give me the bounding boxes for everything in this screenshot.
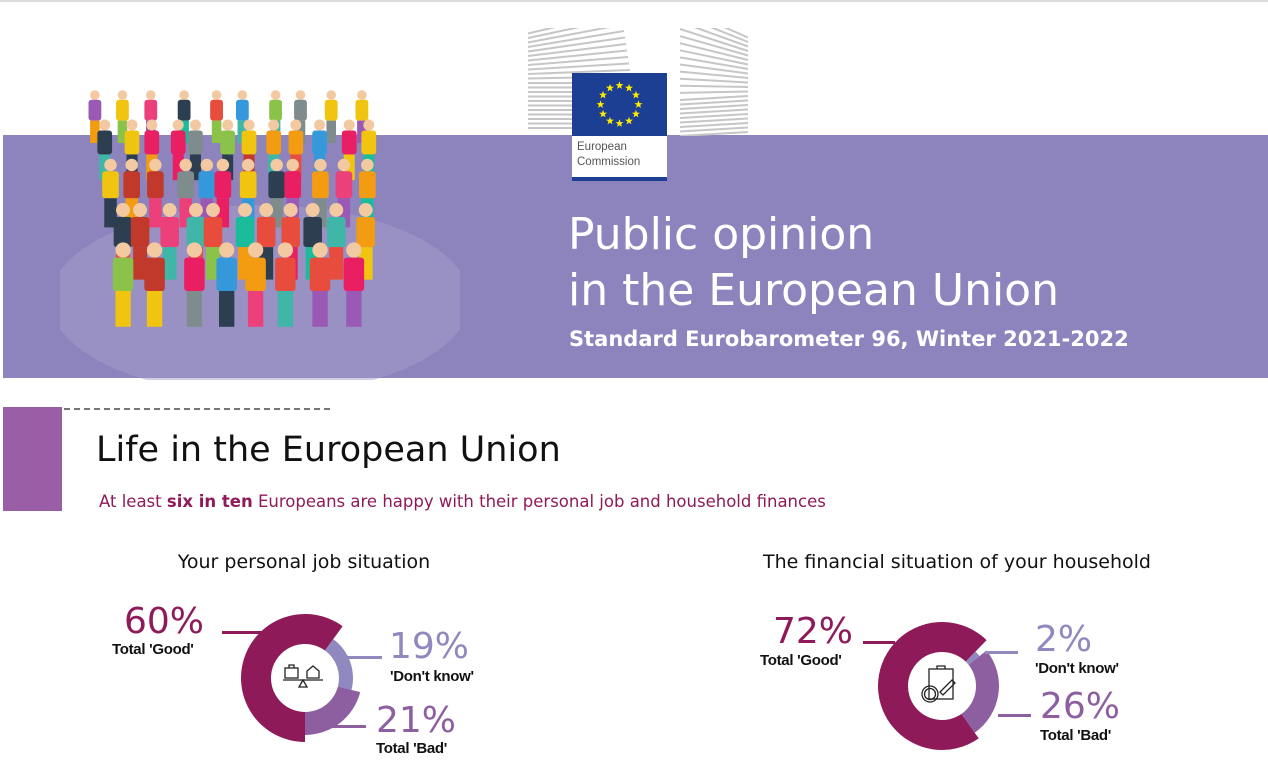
person-figure — [147, 158, 164, 228]
eu-flag-icon — [572, 73, 667, 136]
person-figure — [235, 203, 255, 280]
donut-center — [910, 654, 974, 718]
leader-line — [985, 651, 1018, 654]
label-dont-know: 'Don't know' — [1035, 660, 1119, 677]
page-title: Public opinion in the European Union — [568, 209, 1059, 316]
value-dont-know: 2% — [1035, 619, 1093, 660]
clipboard-euro-pencil-icon — [921, 665, 956, 703]
star-icon — [615, 81, 624, 89]
dashed-divider — [64, 408, 330, 410]
person-figure — [245, 242, 266, 327]
person-figure — [214, 158, 232, 228]
star-icon — [625, 116, 633, 125]
value-good: 72% — [773, 611, 854, 652]
person-figure — [210, 90, 223, 143]
star-icon — [599, 90, 608, 99]
person-figure — [343, 242, 365, 327]
star-icon — [625, 83, 633, 92]
leader-line — [998, 714, 1031, 717]
slice-dont-know — [965, 651, 980, 665]
slice-bad — [961, 650, 999, 733]
leader-line — [863, 641, 895, 644]
star-icon — [596, 100, 605, 108]
donut-chart-job — [241, 614, 361, 742]
value-bad: 26% — [1040, 686, 1121, 727]
slice-dont-know — [324, 639, 353, 690]
slice-good — [241, 614, 343, 742]
page-subtitle: Standard Eurobarometer 96, Winter 2021-2… — [569, 327, 1129, 351]
person-figure — [116, 90, 129, 143]
leader-line — [330, 725, 366, 728]
label-good: Total 'Good' — [112, 641, 194, 658]
star-icon — [606, 116, 614, 125]
star-icon — [634, 100, 643, 108]
person-figure — [170, 119, 186, 181]
person-figure — [355, 90, 369, 143]
star-icon — [631, 90, 640, 99]
crowd-illustration — [60, 90, 460, 380]
chart-title-household: The financial situation of your househol… — [763, 551, 1151, 573]
person-figure — [324, 90, 338, 143]
star-icon — [599, 109, 608, 118]
leader-line — [345, 656, 382, 659]
donut-center — [273, 646, 337, 710]
star-icon — [631, 109, 640, 118]
value-bad: 21% — [376, 700, 457, 741]
slice-bad — [305, 686, 361, 735]
person-figure — [188, 119, 203, 181]
section-accent-bar — [3, 407, 62, 511]
label-dont-know: 'Don't know' — [390, 668, 474, 685]
section-subtitle: At least six in ten Europeans are happy … — [99, 492, 826, 511]
briefcase-house-scale-icon — [283, 664, 323, 688]
value-dont-know: 19% — [389, 626, 470, 667]
person-figure — [88, 90, 102, 143]
person-figure — [102, 158, 119, 228]
label-good: Total 'Good' — [760, 652, 842, 669]
leader-line — [222, 631, 262, 634]
person-figure — [309, 242, 331, 327]
slice-good — [878, 622, 987, 751]
person-figure — [144, 242, 165, 327]
label-bad: Total 'Bad' — [1040, 727, 1112, 744]
top-border — [0, 0, 1268, 2]
star-icon — [615, 119, 624, 127]
european-commission-logo: European Commission — [572, 73, 667, 181]
person-figure — [130, 203, 150, 280]
star-icon — [606, 83, 614, 92]
person-figure — [326, 203, 346, 280]
person-figure — [177, 158, 195, 228]
chart-title-job: Your personal job situation — [177, 551, 431, 573]
label-bad: Total 'Bad' — [376, 740, 448, 757]
person-figure — [184, 242, 205, 327]
donut-chart-household — [878, 622, 999, 751]
person-figure — [275, 242, 296, 327]
person-figure — [216, 242, 237, 327]
person-figure — [160, 203, 179, 280]
section-title: Life in the European Union — [96, 430, 561, 470]
value-good: 60% — [124, 601, 205, 642]
person-figure — [112, 242, 134, 327]
